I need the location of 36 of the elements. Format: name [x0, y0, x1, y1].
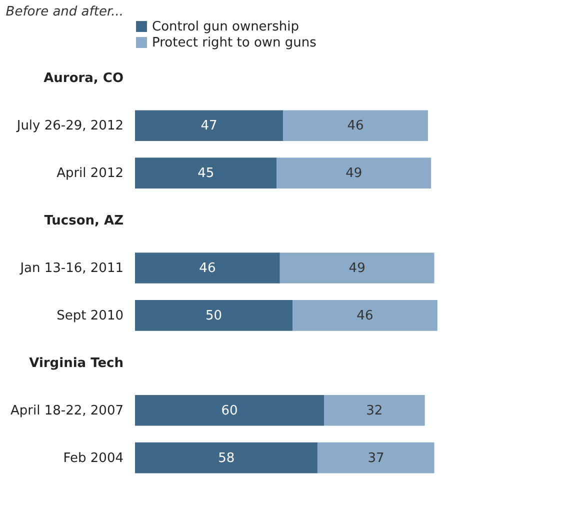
legend-label: Protect right to own guns: [152, 36, 317, 50]
y-tick-label: April 18-22, 2007: [10, 403, 124, 418]
bar: [283, 110, 428, 142]
data-label: 49: [348, 261, 366, 276]
data-label: 49: [346, 166, 362, 182]
legend-label: Control gun ownership: [152, 20, 300, 34]
data-label: 46: [199, 261, 216, 276]
data-label: 32: [366, 403, 383, 418]
y-tick-label: Jan 13-16, 2011: [19, 261, 124, 276]
bar: [135, 300, 292, 331]
bar: [135, 442, 318, 474]
data-label: 46: [356, 308, 374, 324]
y-tick-label: Tucson, AZ: [44, 214, 124, 229]
y-tick-label: July 26-29, 2012: [16, 118, 124, 134]
y-tick-label: Aurora, CO: [44, 71, 124, 86]
data-label: 47: [200, 118, 218, 134]
y-tick-label: Virginia Tech: [29, 356, 124, 371]
data-label: 58: [218, 450, 235, 466]
data-label: 60: [221, 403, 238, 418]
y-tick-label: Feb 2004: [63, 450, 124, 466]
bar: [135, 158, 277, 189]
bar: [318, 442, 434, 474]
bar: [324, 394, 425, 426]
data-label: 50: [205, 308, 222, 324]
bar: [280, 252, 434, 284]
bar: [276, 158, 432, 189]
data-label: 37: [368, 450, 384, 466]
y-tick-label: April 2012: [56, 166, 124, 182]
data-label: 45: [198, 166, 214, 182]
bar: [135, 252, 280, 284]
bar: [292, 300, 438, 331]
y-tick-label: Sept 2010: [56, 308, 124, 324]
bar: [135, 110, 284, 142]
data-label: 46: [347, 118, 364, 134]
text: Before and after...: [6, 4, 124, 20]
bar: [135, 394, 324, 426]
